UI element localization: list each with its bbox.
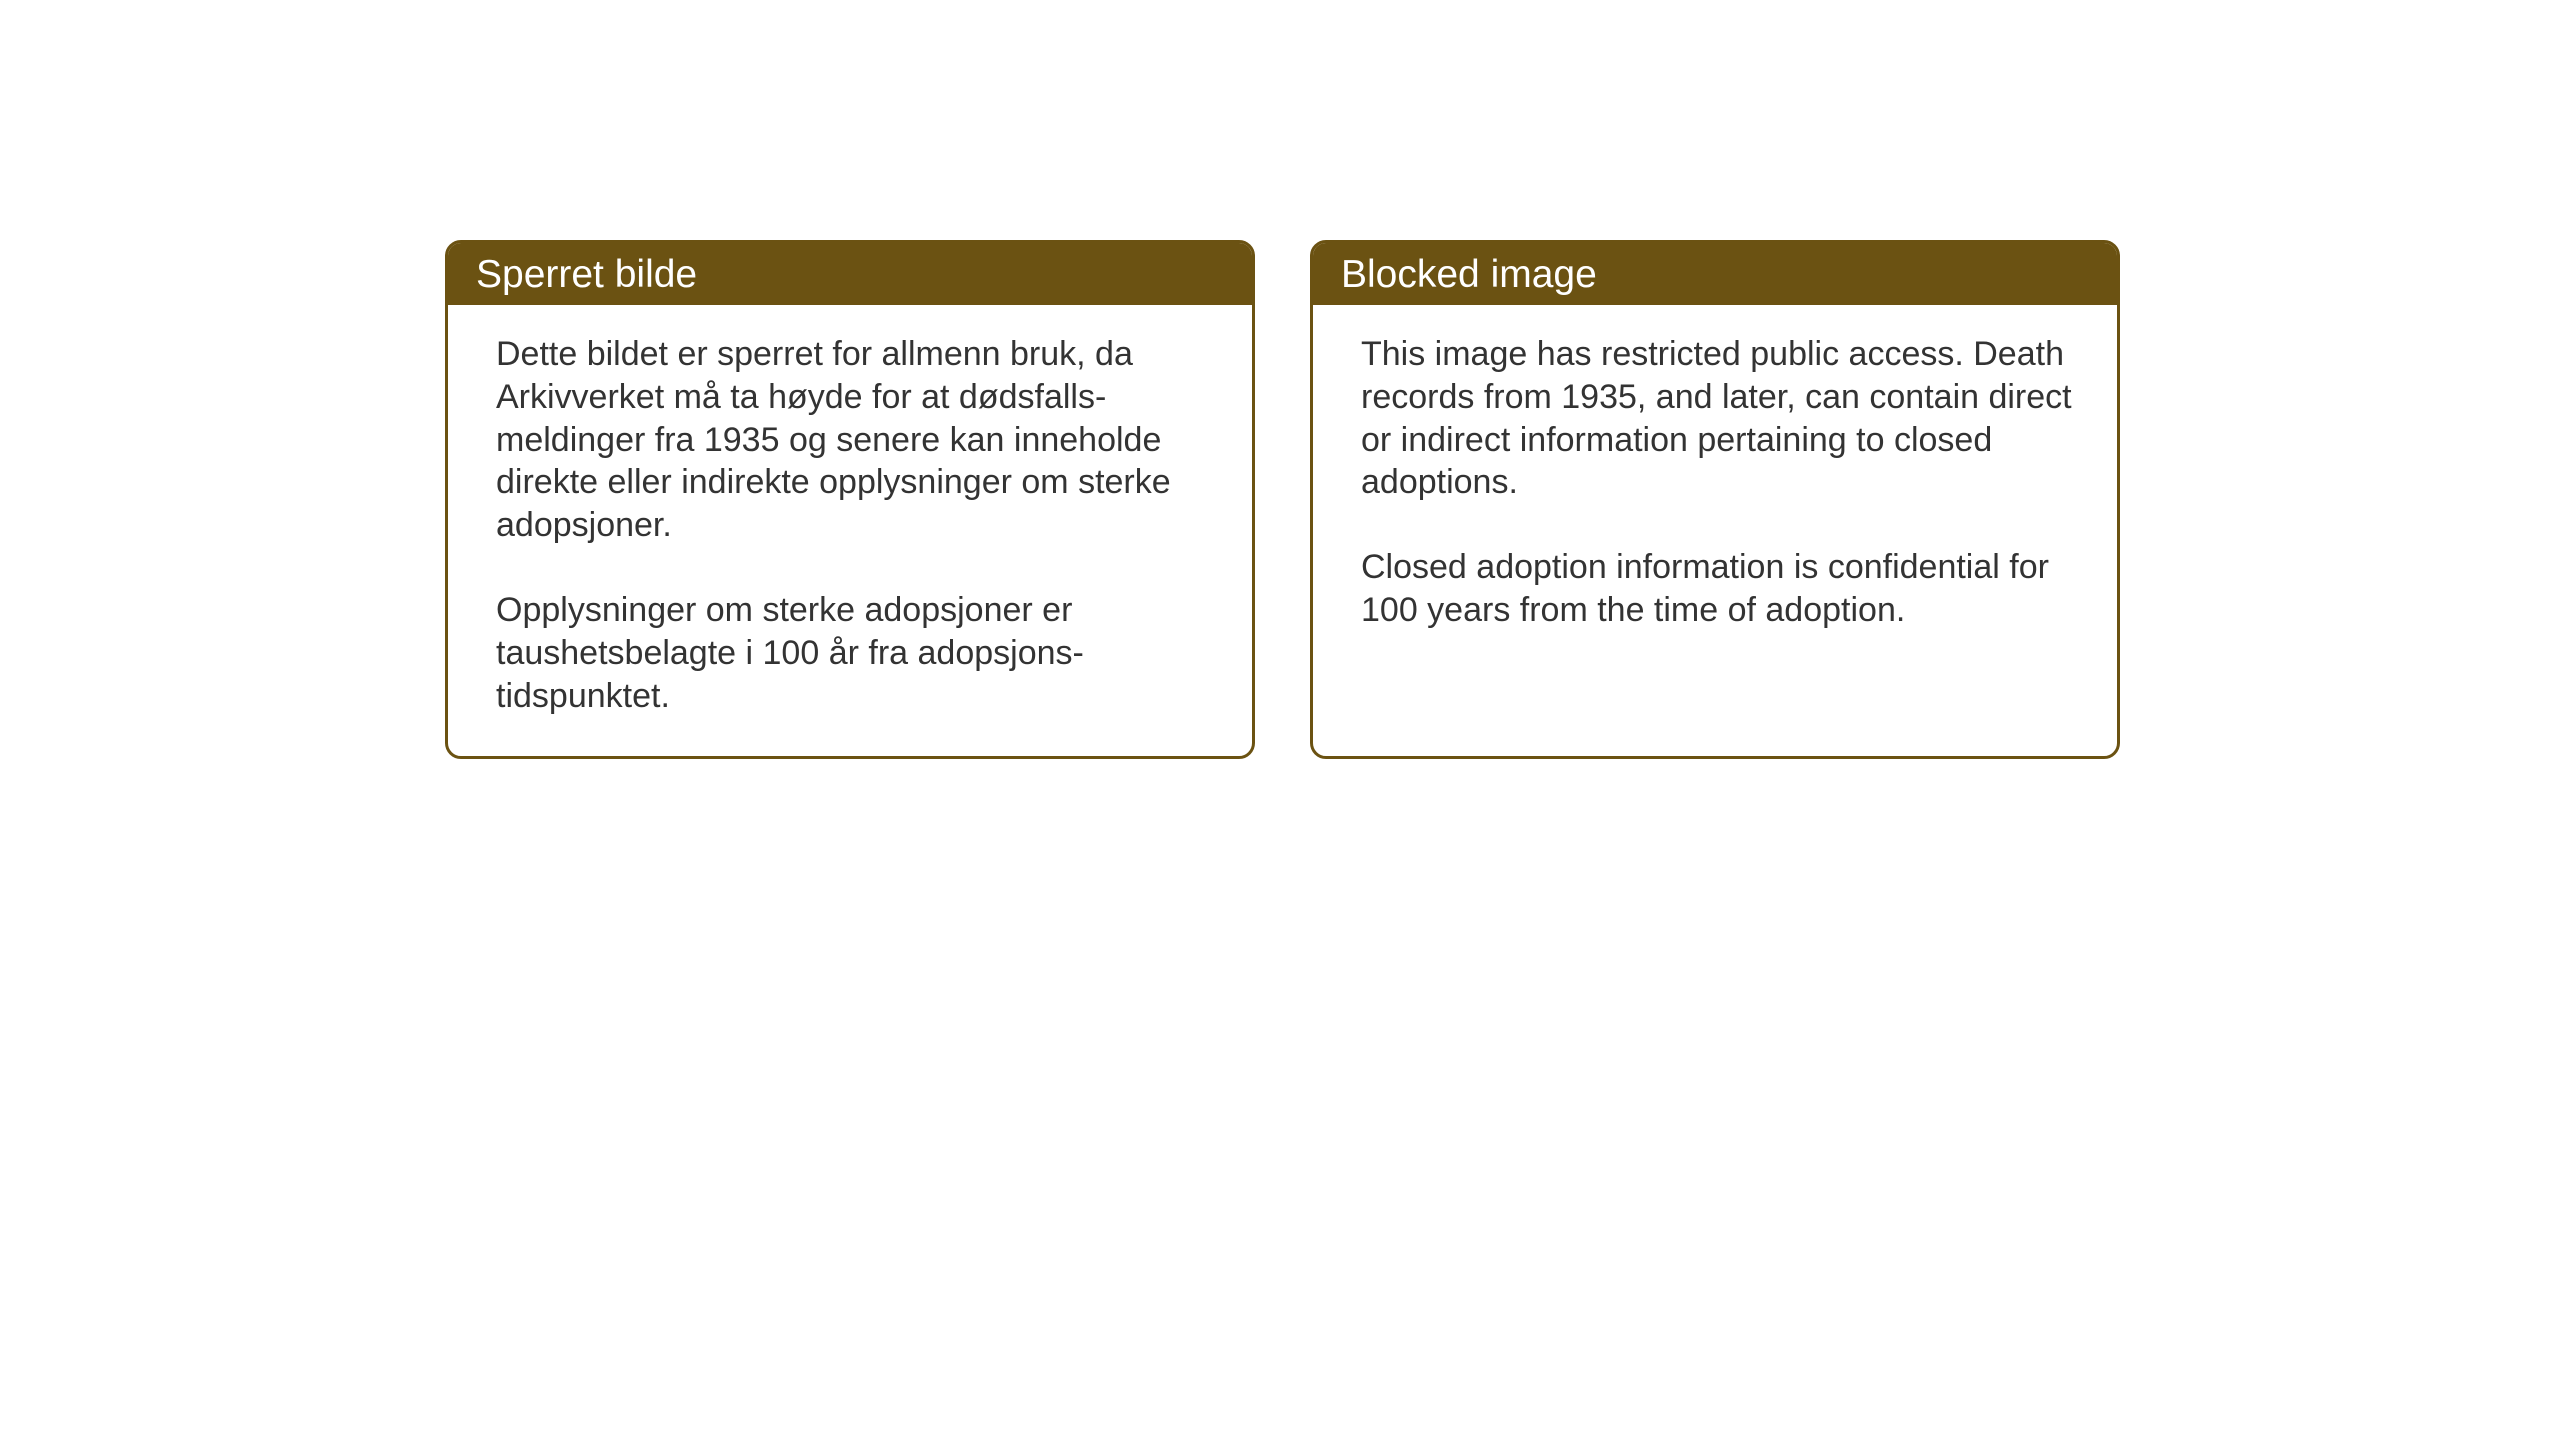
notice-box-norwegian: Sperret bilde Dette bildet er sperret fo…	[445, 240, 1255, 759]
notice-title-norwegian: Sperret bilde	[476, 253, 697, 296]
notice-header-english: Blocked image	[1313, 243, 2117, 305]
notice-title-english: Blocked image	[1341, 253, 1597, 296]
notice-paragraph-2-english: Closed adoption information is confident…	[1361, 546, 2077, 632]
notice-body-english: This image has restricted public access.…	[1313, 305, 2117, 670]
notice-paragraph-1-english: This image has restricted public access.…	[1361, 333, 2077, 504]
notice-container: Sperret bilde Dette bildet er sperret fo…	[445, 240, 2120, 759]
notice-header-norwegian: Sperret bilde	[448, 243, 1252, 305]
notice-paragraph-1-norwegian: Dette bildet er sperret for allmenn bruk…	[496, 333, 1212, 547]
notice-body-norwegian: Dette bildet er sperret for allmenn bruk…	[448, 305, 1252, 756]
notice-paragraph-2-norwegian: Opplysninger om sterke adopsjoner er tau…	[496, 589, 1212, 717]
notice-box-english: Blocked image This image has restricted …	[1310, 240, 2120, 759]
